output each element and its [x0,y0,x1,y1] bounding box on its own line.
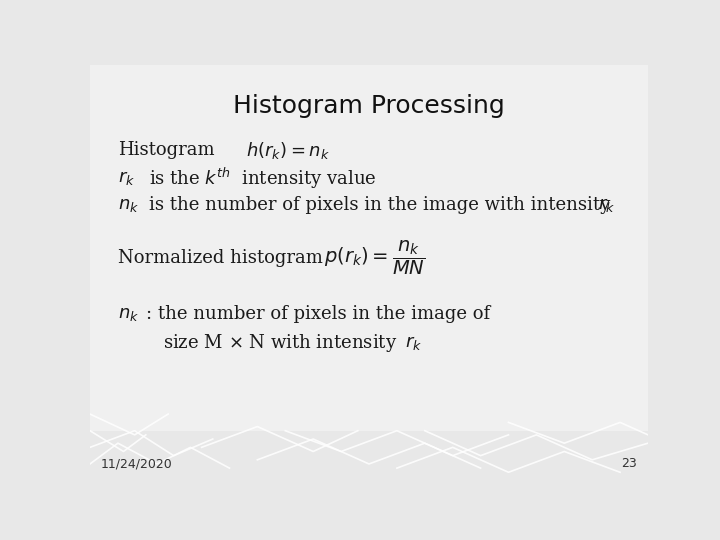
Text: $r_k$: $r_k$ [405,334,423,352]
Text: Histogram: Histogram [118,141,215,159]
Text: $n_k$: $n_k$ [118,197,139,214]
Text: $r_k$: $r_k$ [118,170,135,187]
Text: is the $k^{th}$  intensity value: is the $k^{th}$ intensity value [148,166,376,191]
Text: : the number of pixels in the image of: : the number of pixels in the image of [145,305,490,323]
Text: size M $\times$ N with intensity: size M $\times$ N with intensity [163,332,397,354]
Text: $n_k$: $n_k$ [118,305,139,323]
Text: 11/24/2020: 11/24/2020 [101,457,173,470]
FancyBboxPatch shape [90,65,648,481]
FancyBboxPatch shape [90,65,648,431]
Text: Normalized histogram: Normalized histogram [118,249,323,267]
Text: $r_k$: $r_k$ [598,197,615,214]
Text: 23: 23 [621,457,637,470]
Text: is the number of pixels in the image with intensity: is the number of pixels in the image wit… [148,197,610,214]
Text: $p(r_k) = \dfrac{n_k}{MN}$: $p(r_k) = \dfrac{n_k}{MN}$ [324,239,426,278]
Text: $h(r_k) = n_k$: $h(r_k) = n_k$ [246,139,330,160]
Text: Histogram Processing: Histogram Processing [233,94,505,118]
